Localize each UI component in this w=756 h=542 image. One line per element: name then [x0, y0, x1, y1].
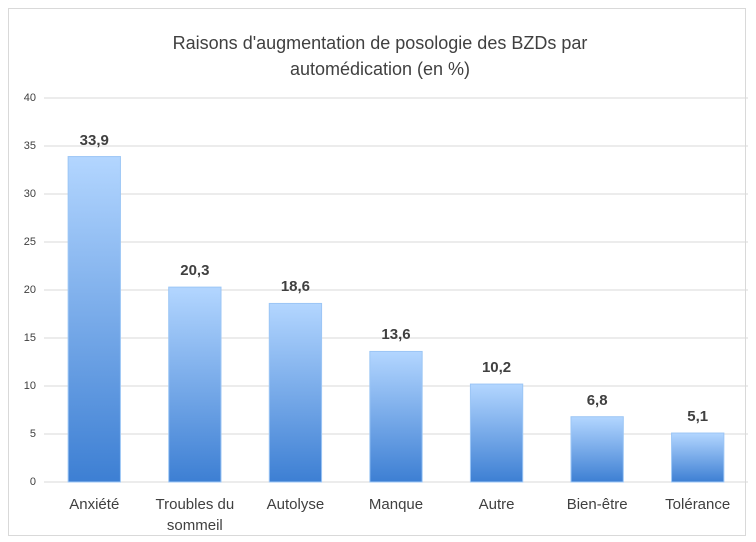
x-tick-label: Bien-être [566, 496, 628, 513]
x-tick-label: Autolyse [266, 496, 325, 513]
x-tick-label: Anxiété [69, 496, 120, 513]
x-tick-label: Manque [368, 496, 424, 513]
bar [67, 156, 121, 483]
data-label: 6,8 [586, 391, 608, 409]
y-tick-label: 20 [23, 284, 36, 296]
y-tick-label: 15 [23, 332, 36, 344]
y-tick-label: 40 [23, 92, 36, 104]
chart-frame [8, 8, 746, 536]
bar [369, 350, 423, 483]
data-label: 13,6 [381, 326, 411, 344]
data-label: 18,6 [280, 278, 311, 296]
bar [570, 416, 624, 483]
data-label: 5,1 [687, 408, 709, 426]
y-tick-label: 25 [23, 236, 36, 248]
data-label: 20,3 [180, 262, 210, 280]
data-label: 33,9 [79, 131, 109, 149]
y-tick-label: 0 [29, 476, 36, 488]
x-tick-label: Tolérance [665, 496, 731, 513]
x-tick-label: Troubles du sommeil [155, 496, 235, 534]
data-label: 10,2 [481, 359, 512, 377]
bar [671, 432, 725, 483]
bar [268, 302, 323, 483]
bar [168, 286, 222, 483]
y-tick-label: 30 [23, 188, 36, 200]
y-tick-label: 35 [23, 140, 36, 152]
bar [469, 383, 524, 483]
chart-title: Raisons d'augmentation de posologie des … [172, 33, 588, 79]
y-tick-label: 5 [29, 428, 36, 440]
y-tick-label: 10 [23, 380, 36, 392]
x-tick-label: Autre [478, 496, 515, 513]
